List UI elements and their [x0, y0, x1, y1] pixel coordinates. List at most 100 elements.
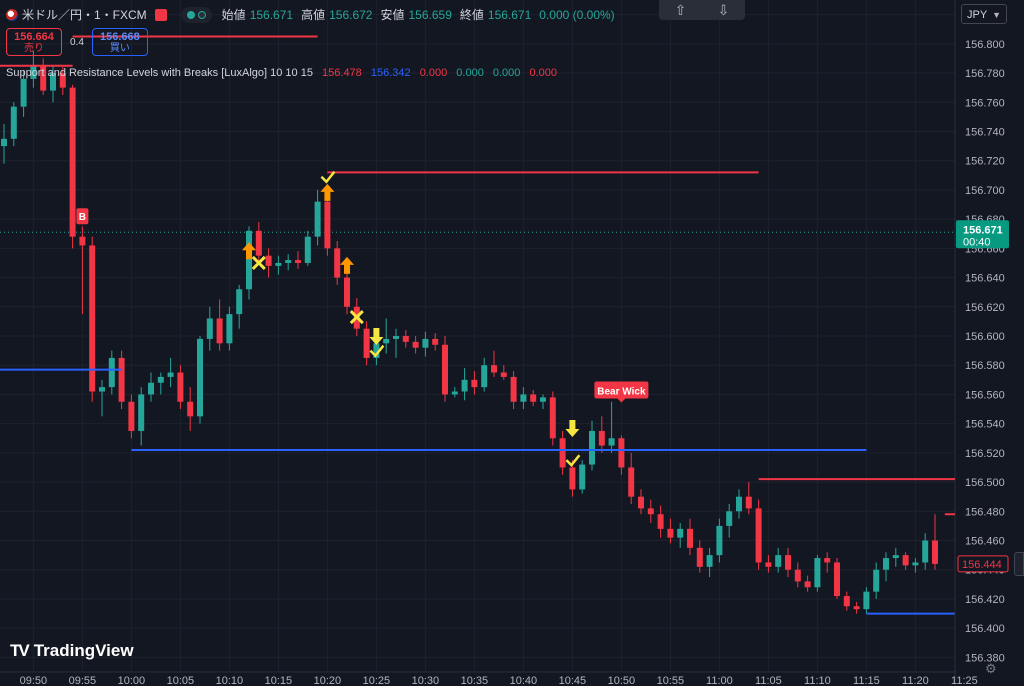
candle-body[interactable]	[863, 591, 870, 610]
candle-body[interactable]	[618, 438, 625, 468]
candle-body[interactable]	[255, 230, 262, 256]
candle-body[interactable]	[246, 230, 252, 290]
arrow-up-icon[interactable]: ⇧	[674, 1, 687, 18]
candle-body[interactable]	[755, 508, 762, 563]
candle-body[interactable]	[471, 379, 478, 388]
candle-body[interactable]	[510, 376, 517, 402]
candle-body[interactable]	[687, 528, 693, 548]
candle-body[interactable]	[236, 289, 243, 315]
tradingview-logo[interactable]: TV TradingView	[10, 641, 134, 661]
candle-body[interactable]	[834, 562, 840, 597]
candle-body[interactable]	[265, 255, 272, 266]
candle-body[interactable]	[206, 318, 213, 339]
candle-body[interactable]	[843, 596, 850, 607]
candle-body[interactable]	[118, 357, 125, 402]
candle-body[interactable]	[157, 376, 164, 383]
sell-button[interactable]: 156.664 売り	[6, 28, 62, 56]
candle-body[interactable]	[451, 391, 458, 395]
candle-body[interactable]	[677, 528, 684, 538]
gear-icon[interactable]: ⚙	[985, 661, 997, 676]
candle-body[interactable]	[79, 236, 86, 246]
candle-body[interactable]	[794, 569, 801, 582]
candle-body[interactable]	[647, 508, 654, 515]
candle-body[interactable]	[30, 65, 37, 79]
candle-body[interactable]	[324, 201, 331, 249]
candle-body[interactable]	[549, 397, 556, 439]
candle-body[interactable]	[393, 336, 399, 339]
indicator-legend[interactable]: Support and Resistance Levels with Break…	[6, 67, 563, 79]
candle-body[interactable]	[138, 394, 145, 431]
candle-body[interactable]	[922, 540, 929, 563]
candle-body[interactable]	[804, 581, 811, 588]
candle-body[interactable]	[363, 328, 370, 358]
candle-body[interactable]	[589, 430, 595, 465]
candle-body[interactable]	[559, 438, 566, 468]
candle-body[interactable]	[20, 78, 27, 107]
candle-body[interactable]	[706, 555, 713, 567]
candle-body[interactable]	[275, 262, 282, 266]
candle-body[interactable]	[59, 73, 66, 88]
candle-body[interactable]	[608, 438, 615, 446]
scale-handle[interactable]	[1014, 552, 1024, 576]
candle-body[interactable]	[696, 547, 703, 567]
candle-body[interactable]	[520, 394, 527, 402]
candle-body[interactable]	[187, 401, 194, 417]
candle-body[interactable]	[226, 314, 233, 344]
candle-body[interactable]	[422, 338, 429, 348]
candle-body[interactable]	[932, 540, 938, 564]
candle-body[interactable]	[10, 106, 17, 139]
candle-body[interactable]	[148, 382, 154, 395]
candle-body[interactable]	[40, 65, 47, 91]
market-status[interactable]	[180, 6, 212, 23]
candle-body[interactable]	[99, 387, 105, 392]
candle-body[interactable]	[432, 338, 439, 345]
candle-body[interactable]	[628, 467, 635, 497]
candle-body[interactable]	[736, 496, 742, 512]
candle-body[interactable]	[500, 372, 507, 377]
candle-body[interactable]	[579, 464, 586, 490]
currency-select[interactable]: JPY ▼	[961, 4, 1007, 24]
candle-body[interactable]	[765, 562, 772, 567]
candle-body[interactable]	[128, 401, 135, 431]
candle-body[interactable]	[383, 338, 390, 344]
candle-body[interactable]	[1, 138, 7, 147]
candle-body[interactable]	[638, 496, 644, 509]
candle-body[interactable]	[69, 87, 76, 237]
candle-body[interactable]	[824, 558, 831, 563]
current-price-badge[interactable]	[956, 220, 1009, 249]
candle-body[interactable]	[775, 555, 782, 567]
candle-body[interactable]	[657, 514, 664, 529]
candle-body[interactable]	[89, 245, 96, 392]
buy-button[interactable]: 156.668 買い	[91, 28, 148, 56]
candle-body[interactable]	[785, 555, 791, 570]
candle-body[interactable]	[314, 201, 321, 237]
candle-body[interactable]	[481, 365, 488, 388]
candle-body[interactable]	[726, 511, 733, 526]
candle-body[interactable]	[344, 277, 350, 307]
candle-body[interactable]	[216, 318, 223, 344]
candle-body[interactable]	[461, 379, 468, 392]
candle-body[interactable]	[334, 248, 341, 278]
candle-body[interactable]	[177, 372, 184, 402]
candle-body[interactable]	[167, 372, 174, 377]
candle-body[interactable]	[716, 525, 723, 556]
candle-body[interactable]	[883, 558, 889, 570]
candle-body[interactable]	[412, 341, 419, 348]
candle-body[interactable]	[285, 260, 292, 263]
candle-body[interactable]	[491, 365, 497, 373]
candle-body[interactable]	[304, 236, 311, 263]
candle-body[interactable]	[108, 357, 115, 388]
arrow-down-icon[interactable]: ⇩	[717, 1, 730, 18]
candle-body[interactable]	[442, 344, 448, 395]
candle-body[interactable]	[902, 555, 909, 566]
candle-body[interactable]	[373, 343, 380, 358]
candle-body[interactable]	[569, 467, 576, 490]
candle-body[interactable]	[853, 606, 860, 610]
candle-body[interactable]	[540, 397, 546, 402]
candle-body[interactable]	[873, 569, 880, 592]
symbol-title[interactable]: 米ドル／円・1・FXCM	[22, 8, 147, 22]
candle-body[interactable]	[402, 336, 409, 342]
candle-body[interactable]	[530, 394, 537, 402]
candle-body[interactable]	[892, 555, 899, 559]
